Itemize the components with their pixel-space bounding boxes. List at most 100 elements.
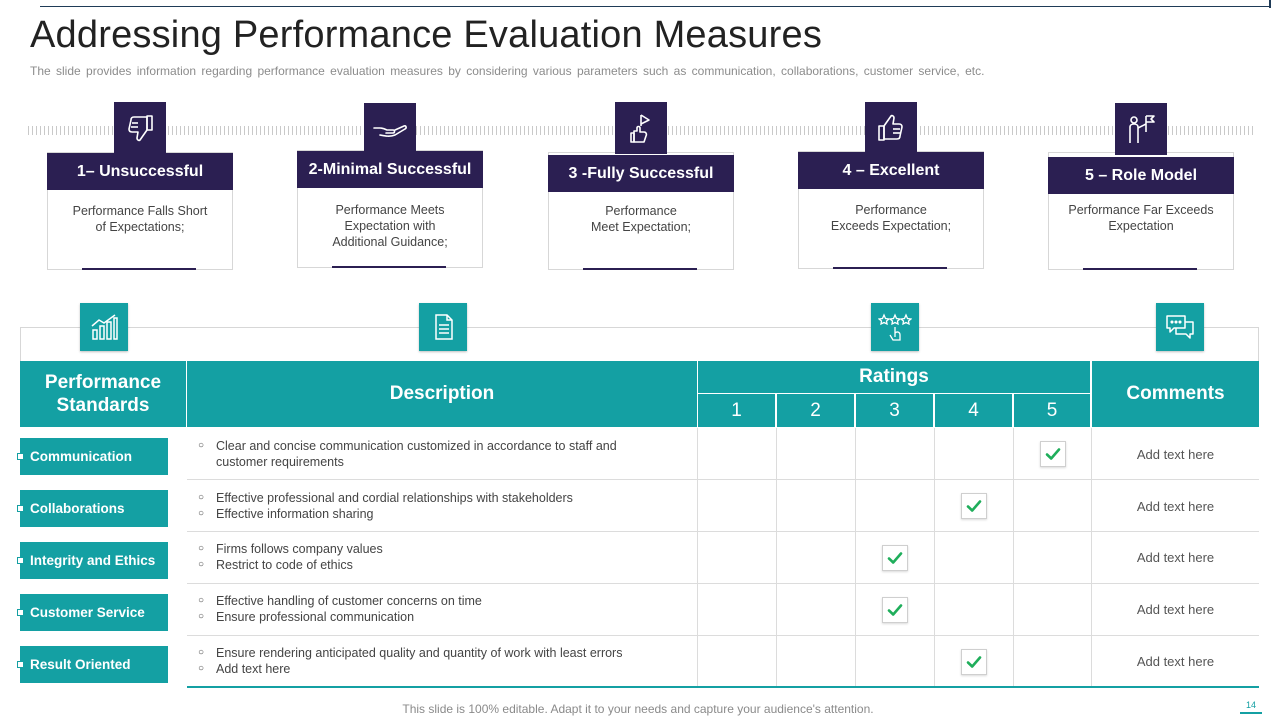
bullet-marker [17, 609, 24, 616]
bullet-circle-icon: ○ [198, 492, 205, 503]
bullet-circle-icon: ○ [198, 647, 205, 658]
bullet-marker [17, 557, 24, 564]
grid-line [934, 428, 935, 687]
row-description: ○ Ensure rendering anticipated quality an… [198, 645, 688, 677]
page-subtitle: The slide provides information regarding… [30, 64, 985, 78]
bullet-circle-icon: ○ [198, 595, 205, 606]
list-item: ○ Clear and concise communication customi… [198, 439, 617, 453]
row-description: ○ Firms follows company values ○ Restrict … [198, 541, 688, 573]
checkmark-icon[interactable] [961, 649, 987, 675]
rating-number-4: 4 [935, 394, 1012, 427]
flag-hand-icon [615, 102, 667, 154]
level-card-3: 3 -Fully Successful Performance Meet Exp… [548, 152, 734, 270]
list-item: ○ Effective professional and cordial rela… [198, 491, 573, 505]
thumbs-up-icon [865, 102, 917, 154]
level-card-4: 4 – Excellent Performance Exceeds Expect… [798, 151, 984, 269]
level-description: Performance Far Exceeds Expectation [1068, 203, 1214, 233]
level-card-1: 1– Unsuccessful Performance Falls Short … [47, 152, 233, 270]
rating-number-2: 2 [777, 394, 854, 427]
rating-stars-icon [871, 303, 919, 351]
standard-label: Communication [17, 438, 168, 475]
growth-chart-icon [80, 303, 128, 351]
row-description: ○ Effective handling of customer concerns… [198, 593, 688, 625]
comment-cell[interactable]: Add text here [1136, 550, 1215, 565]
person-flag-icon [1115, 103, 1167, 155]
level-underline [583, 268, 697, 270]
checkmark-icon[interactable] [882, 545, 908, 571]
level-underline [833, 267, 947, 269]
checkmark-icon[interactable] [1040, 441, 1066, 467]
row-divider [187, 479, 1259, 480]
comment-cell[interactable]: Add text here [1136, 602, 1215, 617]
rating-number-5: 5 [1014, 394, 1090, 427]
comment-cell[interactable]: Add text here [1136, 654, 1215, 669]
level-title: 2-Minimal Successful [297, 151, 483, 188]
comment-cell[interactable]: Add text here [1136, 447, 1215, 462]
bullet-circle-icon: ○ [198, 611, 205, 622]
grid-line [1013, 428, 1014, 687]
row-divider [187, 531, 1259, 532]
level-card-2: 2-Minimal Successful Performance Meets E… [297, 150, 483, 268]
level-underline [1083, 268, 1197, 270]
standard-label: Customer Service [17, 594, 168, 631]
level-description: Performance Exceeds Expectation; [830, 203, 952, 233]
level-description: Performance Falls Short of Expectations; [72, 204, 208, 234]
list-item: ○ Effective handling of customer concerns… [198, 594, 482, 608]
grid-line [855, 428, 856, 687]
row-divider [187, 635, 1259, 636]
list-item: ○ Ensure professional communication [198, 610, 415, 624]
bullet-circle-icon: ○ [198, 440, 205, 451]
header-performance-standards: Performance Standards [20, 361, 186, 427]
list-item: ○ Effective information sharing [198, 507, 374, 521]
list-item: customer requirements [216, 455, 344, 469]
comment-cell[interactable]: Add text here [1136, 499, 1215, 514]
row-description: ○ Effective professional and cordial rela… [198, 490, 688, 522]
bullet-circle-icon: ○ [198, 663, 205, 674]
list-item: ○ Firms follows company values [198, 542, 383, 556]
top-rule-mark [1269, 0, 1271, 8]
list-item: ○ Add text here [198, 662, 291, 676]
page-title: Addressing Performance Evaluation Measur… [30, 14, 823, 56]
header-description: Description [187, 361, 697, 427]
level-underline [82, 268, 196, 270]
open-hand-icon [364, 103, 416, 155]
document-icon [419, 303, 467, 351]
bullet-circle-icon: ○ [198, 543, 205, 554]
grid-line [776, 428, 777, 687]
row-description: ○ Clear and concise communication customi… [198, 438, 688, 470]
list-item: ○ Ensure rendering anticipated quality an… [198, 646, 623, 660]
footer-note: This slide is 100% editable. Adapt it to… [402, 702, 874, 716]
level-title: 4 – Excellent [798, 152, 984, 189]
level-title: 3 -Fully Successful [548, 155, 734, 192]
level-title: 5 – Role Model [1048, 157, 1234, 194]
standard-label: Integrity and Ethics [17, 542, 168, 579]
grid-line [1091, 428, 1092, 687]
top-rule [40, 6, 1269, 7]
checkmark-icon[interactable] [961, 493, 987, 519]
level-underline [332, 266, 446, 268]
page-number-underline [1240, 712, 1262, 714]
header-comments: Comments [1092, 361, 1259, 427]
chat-bubbles-icon [1156, 303, 1204, 351]
page-number: 14 [1246, 700, 1257, 710]
bullet-marker [17, 505, 24, 512]
thumbs-down-icon [114, 102, 166, 154]
bullet-circle-icon: ○ [198, 508, 205, 519]
table-bottom-line [187, 686, 1259, 688]
level-description: Performance Meet Expectation; [590, 204, 692, 234]
level-title: 1– Unsuccessful [47, 153, 233, 190]
bullet-circle-icon: ○ [198, 559, 205, 570]
level-description: Performance Meets Expectation with Addit… [332, 203, 448, 249]
standard-label: Result Oriented [17, 646, 168, 683]
grid-line [697, 428, 698, 687]
bullet-marker [17, 453, 24, 460]
standard-label: Collaborations [17, 490, 168, 527]
bullet-marker [17, 661, 24, 668]
table-frame [20, 327, 1259, 361]
row-divider [187, 583, 1259, 584]
checkmark-icon[interactable] [882, 597, 908, 623]
rating-number-1: 1 [698, 394, 775, 427]
level-card-5: 5 – Role Model Performance Far Exceeds E… [1048, 152, 1234, 270]
rating-number-3: 3 [856, 394, 933, 427]
header-ratings: Ratings [698, 361, 1090, 393]
